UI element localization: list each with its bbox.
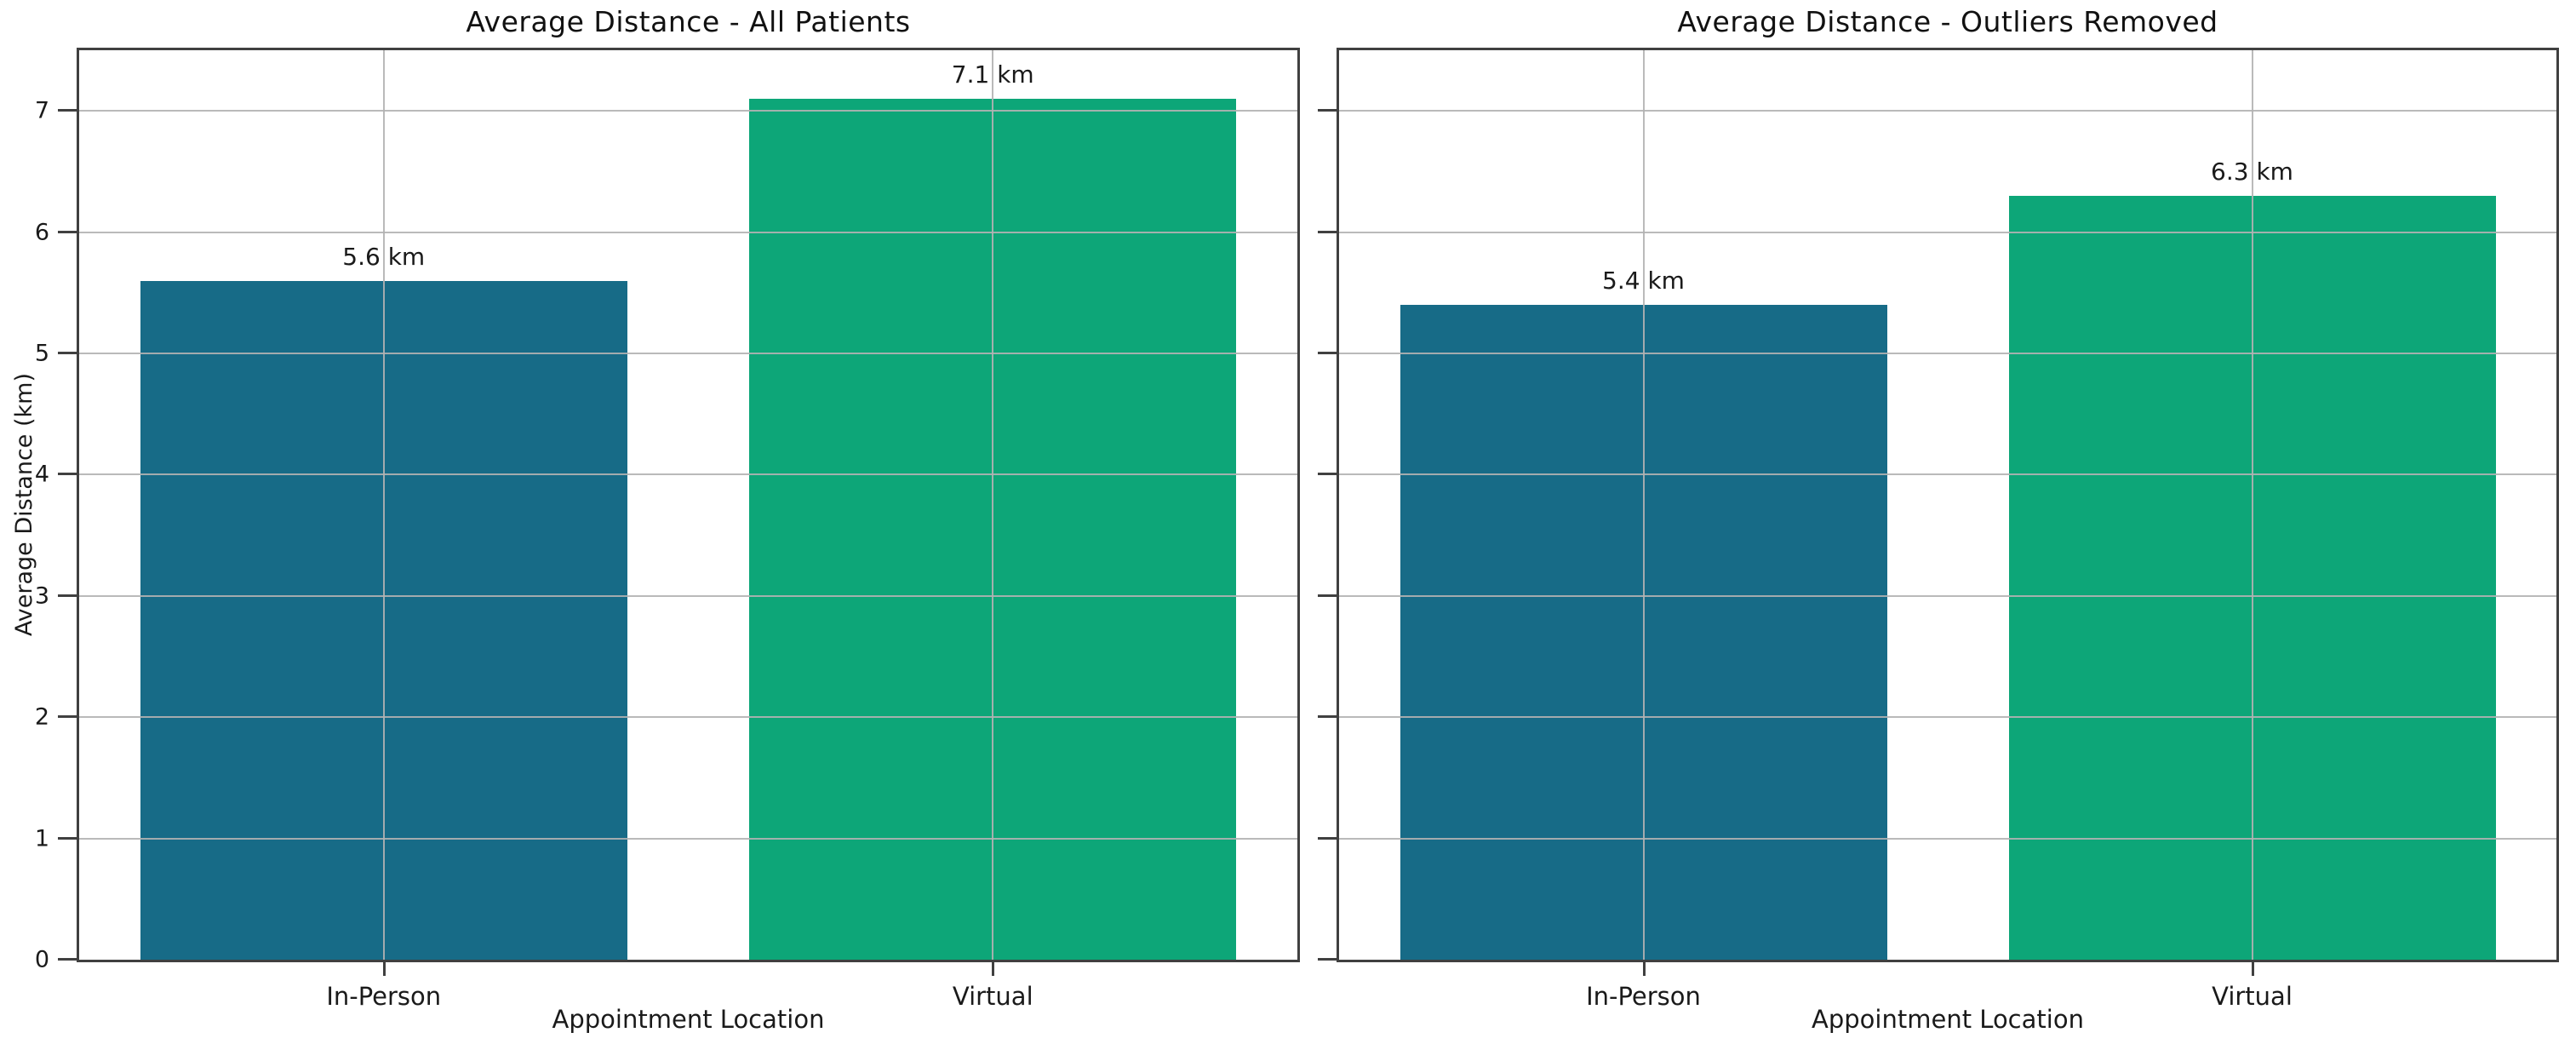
y-tick-mark-1	[58, 836, 77, 840]
horizontal-gridline-7	[1339, 110, 2556, 112]
y-tick-label-7: 7	[34, 97, 49, 124]
horizontal-gridline-1	[1339, 837, 2556, 840]
y-tick-mark-6	[58, 230, 77, 233]
y-tick-label-6: 6	[34, 219, 49, 246]
x-tick-mark-virtual	[992, 962, 995, 976]
horizontal-gridline-3	[1339, 594, 2556, 597]
y-tick-mark-5	[58, 352, 77, 355]
y-tick-mark-7	[1318, 109, 1337, 112]
y-tick-mark-6	[1318, 230, 1337, 233]
y-tick-mark-1	[1318, 836, 1337, 840]
horizontal-gridline-2	[79, 716, 1297, 719]
y-tick-label-1: 1	[34, 825, 49, 852]
y-tick-label-5: 5	[34, 340, 49, 367]
x-tick-mark-in-person	[1642, 962, 1646, 976]
y-tick-mark-4	[58, 473, 77, 476]
y-tick-mark-5	[1318, 352, 1337, 355]
horizontal-gridline-2	[1339, 716, 2556, 719]
y-tick-mark-4	[1318, 473, 1337, 476]
horizontal-gridline-4	[1339, 473, 2556, 476]
bar-value-label-in-person: 5.4 km	[1602, 267, 1685, 295]
x-tick-mark-virtual	[2251, 962, 2254, 976]
chart-title-all-patients: Average Distance - All Patients	[466, 5, 911, 38]
horizontal-gridline-1	[79, 837, 1297, 840]
vertical-gridline-in-person	[1642, 50, 1645, 960]
vertical-gridline-virtual	[992, 50, 994, 960]
x-tick-mark-in-person	[382, 962, 386, 976]
y-tick-mark-2	[58, 715, 77, 719]
y-tick-mark-7	[58, 109, 77, 112]
vertical-gridline-in-person	[382, 50, 385, 960]
y-tick-mark-3	[1318, 594, 1337, 597]
horizontal-gridline-5	[1339, 353, 2556, 355]
horizontal-gridline-7	[79, 110, 1297, 112]
plot-area-all-patients: 5.6 km In-Person 7.1 km Virtual 0 1 2 3 4 5 6 7	[35, 48, 1300, 1011]
y-tick-mark-0	[1318, 958, 1337, 961]
vertical-gridline-virtual	[2251, 50, 2253, 960]
y-tick-mark-0	[58, 958, 77, 961]
y-tick-mark-2	[1318, 715, 1337, 719]
x-axis-label-right: Appointment Location	[1812, 1005, 2084, 1034]
horizontal-gridline-5	[79, 353, 1297, 355]
horizontal-gridline-6	[1339, 231, 2556, 233]
y-tick-label-3: 3	[34, 582, 49, 610]
horizontal-gridline-6	[79, 231, 1297, 233]
horizontal-gridline-4	[79, 473, 1297, 476]
x-tick-label-virtual: Virtual	[952, 982, 1033, 1011]
bar-value-label-in-person: 5.6 km	[342, 242, 426, 271]
y-tick-mark-3	[58, 594, 77, 597]
y-tick-label-2: 2	[34, 703, 49, 731]
bar-value-label-virtual: 7.1 km	[951, 60, 1034, 89]
x-axis-label-left: Appointment Location	[552, 1005, 825, 1034]
horizontal-gridline-3	[79, 594, 1297, 597]
x-tick-label-in-person: In-Person	[1586, 982, 1701, 1011]
x-tick-label-virtual: Virtual	[2212, 982, 2293, 1011]
x-tick-label-in-person: In-Person	[326, 982, 442, 1011]
y-tick-label-0: 0	[34, 946, 49, 973]
plot-area-outliers-removed: 5.4 km In-Person 6.3 km Virtual	[1318, 48, 2559, 1011]
bar-value-label-virtual: 6.3 km	[2211, 157, 2293, 186]
chart-title-outliers-removed: Average Distance - Outliers Removed	[1677, 5, 2218, 38]
y-tick-label-4: 4	[34, 461, 49, 488]
